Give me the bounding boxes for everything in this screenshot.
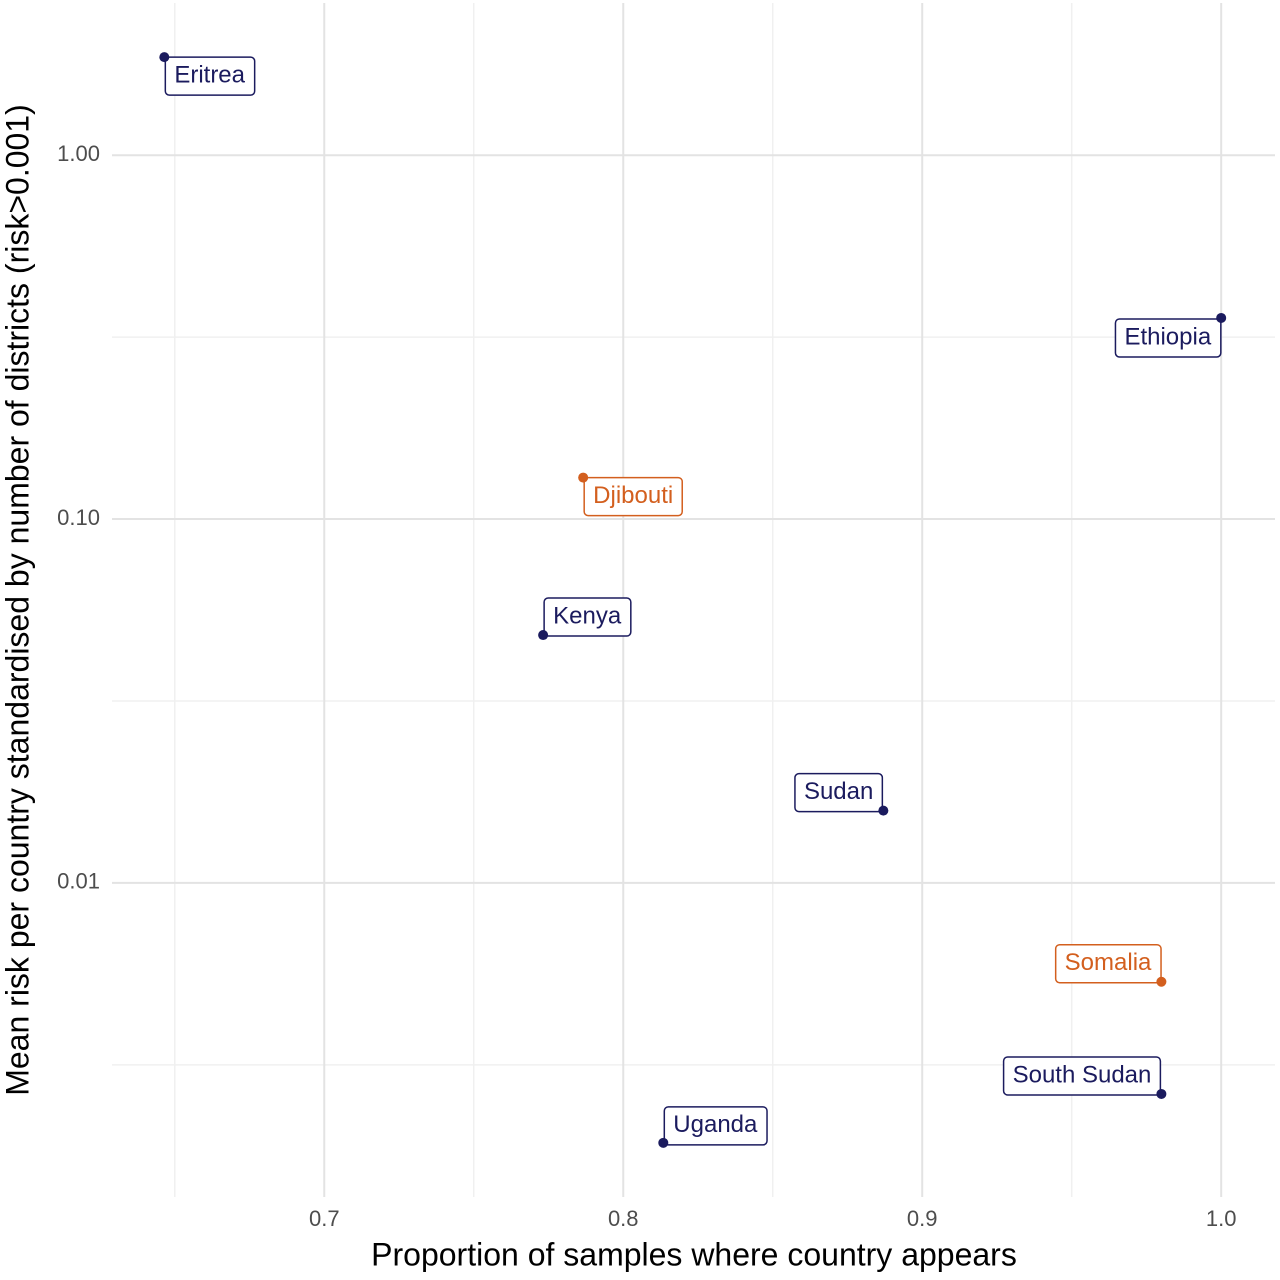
label-box <box>1054 943 1162 984</box>
point-label: Ethiopia <box>1114 318 1222 358</box>
label-box <box>1002 1056 1162 1096</box>
point <box>1156 1088 1167 1099</box>
x-tick-label: 0.7 <box>309 1206 340 1231</box>
label-box <box>794 772 884 813</box>
point-label-text: South Sudan <box>1013 1061 1152 1088</box>
point-label-text: Ethiopia <box>1124 323 1211 350</box>
point-label: Eritrea <box>164 56 256 96</box>
grid <box>112 3 1275 1197</box>
y-tick-label: 1.00 <box>57 141 100 166</box>
point-label-text: Djibouti <box>593 482 673 509</box>
point <box>1216 312 1227 323</box>
point <box>1156 976 1167 987</box>
x-axis-title: Proportion of samples where country appe… <box>371 1236 1017 1272</box>
point-label-text: Uganda <box>673 1111 758 1138</box>
x-tick-label: 0.9 <box>907 1206 938 1231</box>
point-label: Kenya <box>543 597 632 637</box>
label-box <box>583 476 683 517</box>
point-label: South Sudan <box>1002 1056 1162 1096</box>
point <box>578 472 589 483</box>
point <box>658 1137 669 1148</box>
point-label: Somalia <box>1054 943 1162 984</box>
point <box>159 52 170 63</box>
x-tick-label: 0.8 <box>608 1206 639 1231</box>
point <box>538 630 549 641</box>
label-box <box>1114 318 1222 358</box>
point <box>878 805 889 816</box>
point-label-text: Eritrea <box>174 61 245 88</box>
y-tick-label: 0.10 <box>57 505 100 530</box>
label-box <box>663 1106 768 1146</box>
y-tick-label: 0.01 <box>57 869 100 894</box>
point-label: Sudan <box>794 772 884 813</box>
y-axis-title: Mean risk per country standardised by nu… <box>0 104 35 1096</box>
label-box <box>164 56 256 96</box>
label-box <box>543 597 632 637</box>
point-label: Uganda <box>663 1106 768 1146</box>
x-tick-label: 1.0 <box>1206 1206 1237 1231</box>
point-label-text: Sudan <box>804 778 873 805</box>
point-label: Djibouti <box>583 476 683 517</box>
point-label-text: Somalia <box>1065 949 1152 976</box>
point-label-text: Kenya <box>553 602 622 629</box>
